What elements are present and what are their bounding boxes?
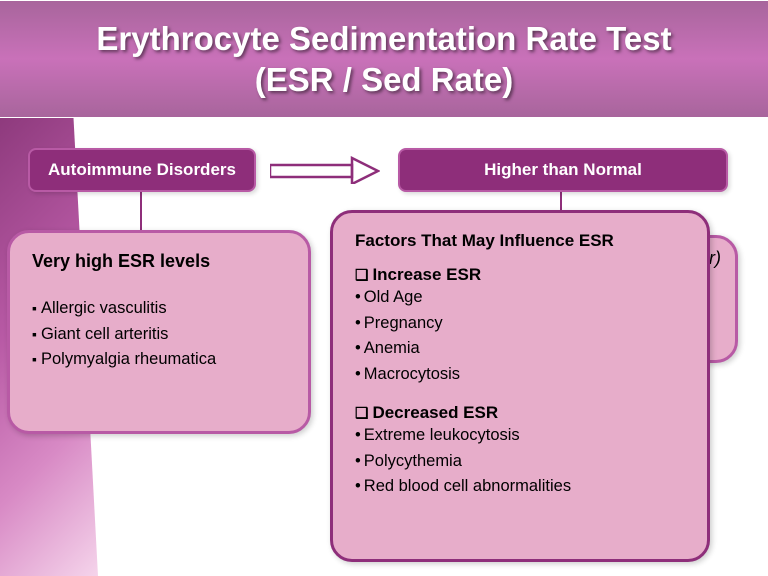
list-item: Pregnancy (355, 311, 685, 337)
list-item: Old Age (355, 285, 685, 311)
list-item: Macrocytosis (355, 362, 685, 388)
title-line-2: (ESR / Sed Rate) (255, 59, 514, 100)
increase-esr-subtitle: Increase ESR (355, 265, 685, 285)
list-item: Anemia (355, 336, 685, 362)
title-line-1: Erythrocyte Sedimentation Rate Test (96, 18, 671, 59)
left-card-title: Very high ESR levels (32, 251, 286, 272)
list-item: Allergic vasculitis (32, 296, 286, 322)
list-item: Extreme leukocytosis (355, 423, 685, 449)
factors-influence-esr-card: Factors That May Influence ESR Increase … (330, 210, 710, 562)
autoimmune-disorders-box: Autoimmune Disorders (28, 148, 256, 192)
title-header: Erythrocyte Sedimentation Rate Test (ESR… (0, 0, 768, 118)
very-high-esr-card: Very high ESR levels Allergic vasculitis… (7, 230, 311, 434)
front-card-title: Factors That May Influence ESR (355, 231, 685, 251)
arrow-right-icon (270, 156, 380, 184)
higher-than-normal-box: Higher than Normal (398, 148, 728, 192)
list-item: Polycythemia (355, 449, 685, 475)
list-item: Polymyalgia rheumatica (32, 347, 286, 373)
list-item: Giant cell arteritis (32, 322, 286, 348)
decreased-esr-subtitle: Decreased ESR (355, 403, 685, 423)
list-item: Red blood cell abnormalities (355, 474, 685, 500)
